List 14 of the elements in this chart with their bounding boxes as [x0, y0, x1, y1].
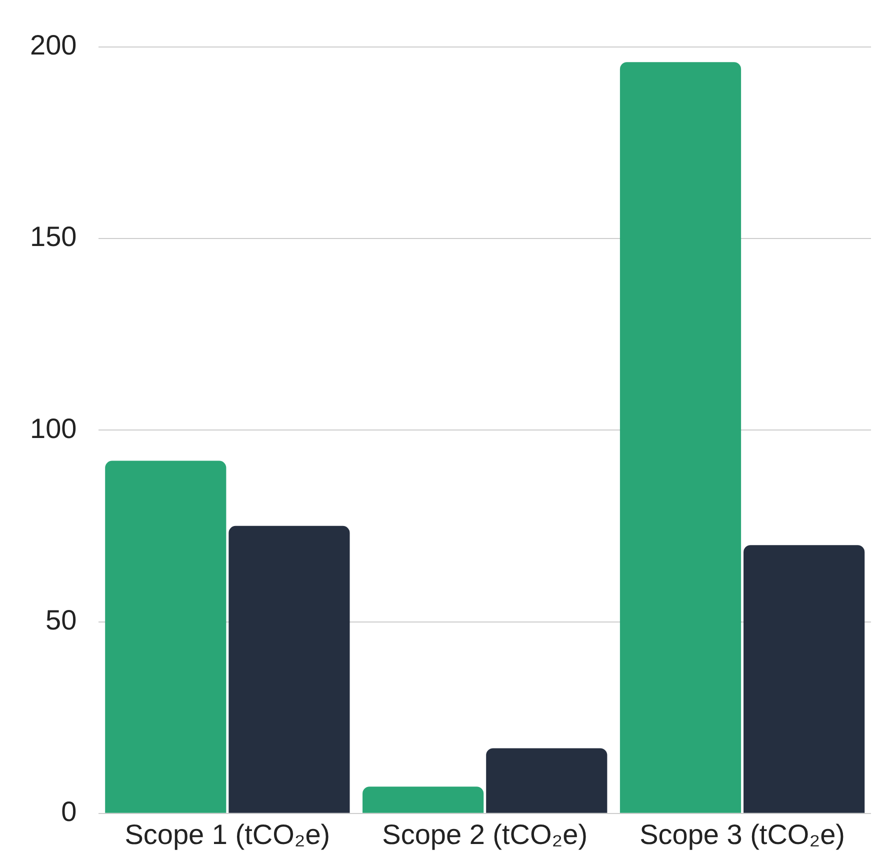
bar — [744, 545, 865, 813]
bar — [486, 748, 608, 813]
bar — [228, 526, 350, 813]
bar — [362, 786, 484, 813]
x-tick-label: Scope 3 (tCO₂e) — [640, 818, 845, 850]
bar — [105, 460, 226, 813]
y-tick-label: 150 — [30, 221, 77, 252]
y-tick-label: 0 — [61, 796, 77, 828]
y-tick-label: 200 — [30, 30, 77, 61]
bar — [620, 62, 742, 813]
y-tick-label: 100 — [30, 412, 77, 444]
x-tick-label: Scope 1 (tCO₂e) — [124, 818, 330, 850]
x-tick-label: Scope 2 (tCO₂e) — [382, 818, 588, 850]
y-tick-label: 50 — [46, 604, 77, 636]
